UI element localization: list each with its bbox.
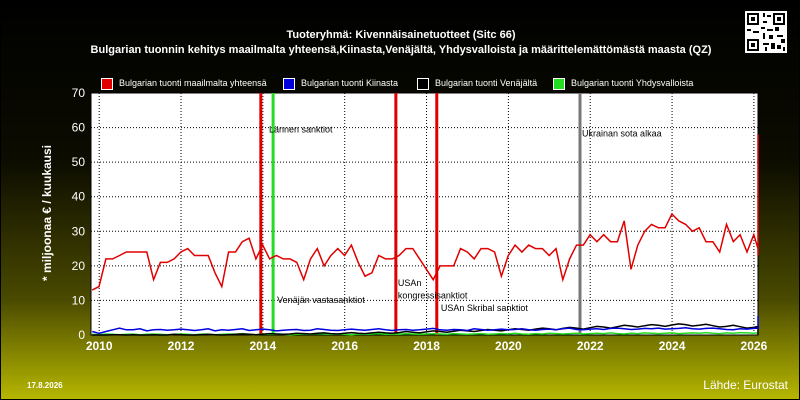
annotation-label: Venäjän vastasanktiot [277,295,365,305]
x-tick-label: 2018 [413,339,440,353]
legend-swatch-red [101,78,113,90]
series-line-0 [91,134,759,291]
x-tick-label: 2010 [86,339,113,353]
x-tick-label: 2012 [168,339,195,353]
series-lines [91,134,759,336]
x-tick-label: 2026 [741,339,768,353]
series-line-1 [92,316,759,335]
x-tick-label: 2016 [331,339,358,353]
qr-code-icon [745,11,787,53]
plot-area [90,92,759,336]
y-tick-label: 30 [72,224,86,238]
x-tick-label: 2022 [577,339,604,353]
date-stamp: 17.8.2026 [27,381,63,390]
y-ticks: 0 10 20 30 40 50 60 70 [72,86,86,342]
x-tick-label: 2024 [659,339,686,353]
y-tick-label: 50 [72,155,86,169]
legend-swatch-black [417,78,429,90]
legend-label: Bulgarian tuonti Yhdysvalloista [571,78,694,88]
legend-label: Bulgarian tuonti Venäjältä [435,78,538,88]
legend-swatch-green [553,78,565,90]
annotation-label: USAn [398,278,422,288]
y-tick-label: 10 [72,293,86,307]
y-tick-label: 70 [72,86,86,100]
source-label: Lähde: Eurostat [703,378,788,392]
annotation-label: Lännen sanktiot [269,124,333,134]
chart-subtitle: Bulgarian tuonnin kehitys maailmalta yht… [90,44,712,56]
annotations: Lännen sanktiot Venäjän vastasanktiot USAn… [269,124,662,312]
legend-swatch-blue [283,78,295,90]
x-ticks: 2010 2012 2014 2016 2018 2020 2022 2024 2026 [86,339,768,353]
y-tick-label: 60 [72,121,86,135]
annotation-label: kongressisanktiot [398,290,468,300]
annotation-label: Ukrainan sota alkaa [582,129,662,139]
chart-title: Tuoteryhmä: Kivennäisainetuotteet (Sitc … [286,29,516,41]
grid [91,93,758,335]
x-tick-label: 2014 [250,339,277,353]
y-tick-label: 0 [78,328,85,342]
event-lines [259,93,582,335]
x-tick-label: 2020 [495,339,522,353]
annotation-label: USAn Skribal sanktiot [441,303,529,313]
legend-label: Bulgarian tuonti Kiinasta [301,78,399,88]
legend-label: Bulgarian tuonti maailmalta yhteensä [119,78,267,88]
y-tick-label: 40 [72,190,86,204]
y-tick-label: 20 [72,259,86,273]
